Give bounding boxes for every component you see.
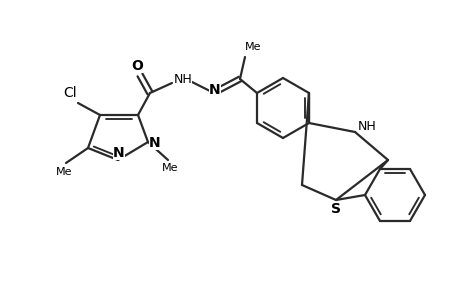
Text: NH: NH — [357, 119, 375, 133]
Text: S: S — [330, 202, 340, 216]
Text: Cl: Cl — [63, 86, 77, 100]
Text: Me: Me — [56, 167, 72, 177]
Text: NH: NH — [173, 73, 192, 85]
Text: N: N — [209, 83, 220, 97]
Text: O: O — [131, 59, 143, 73]
Text: N: N — [149, 136, 161, 150]
Text: Me: Me — [244, 42, 261, 52]
Text: N: N — [113, 146, 124, 160]
Text: Me: Me — [162, 163, 178, 173]
